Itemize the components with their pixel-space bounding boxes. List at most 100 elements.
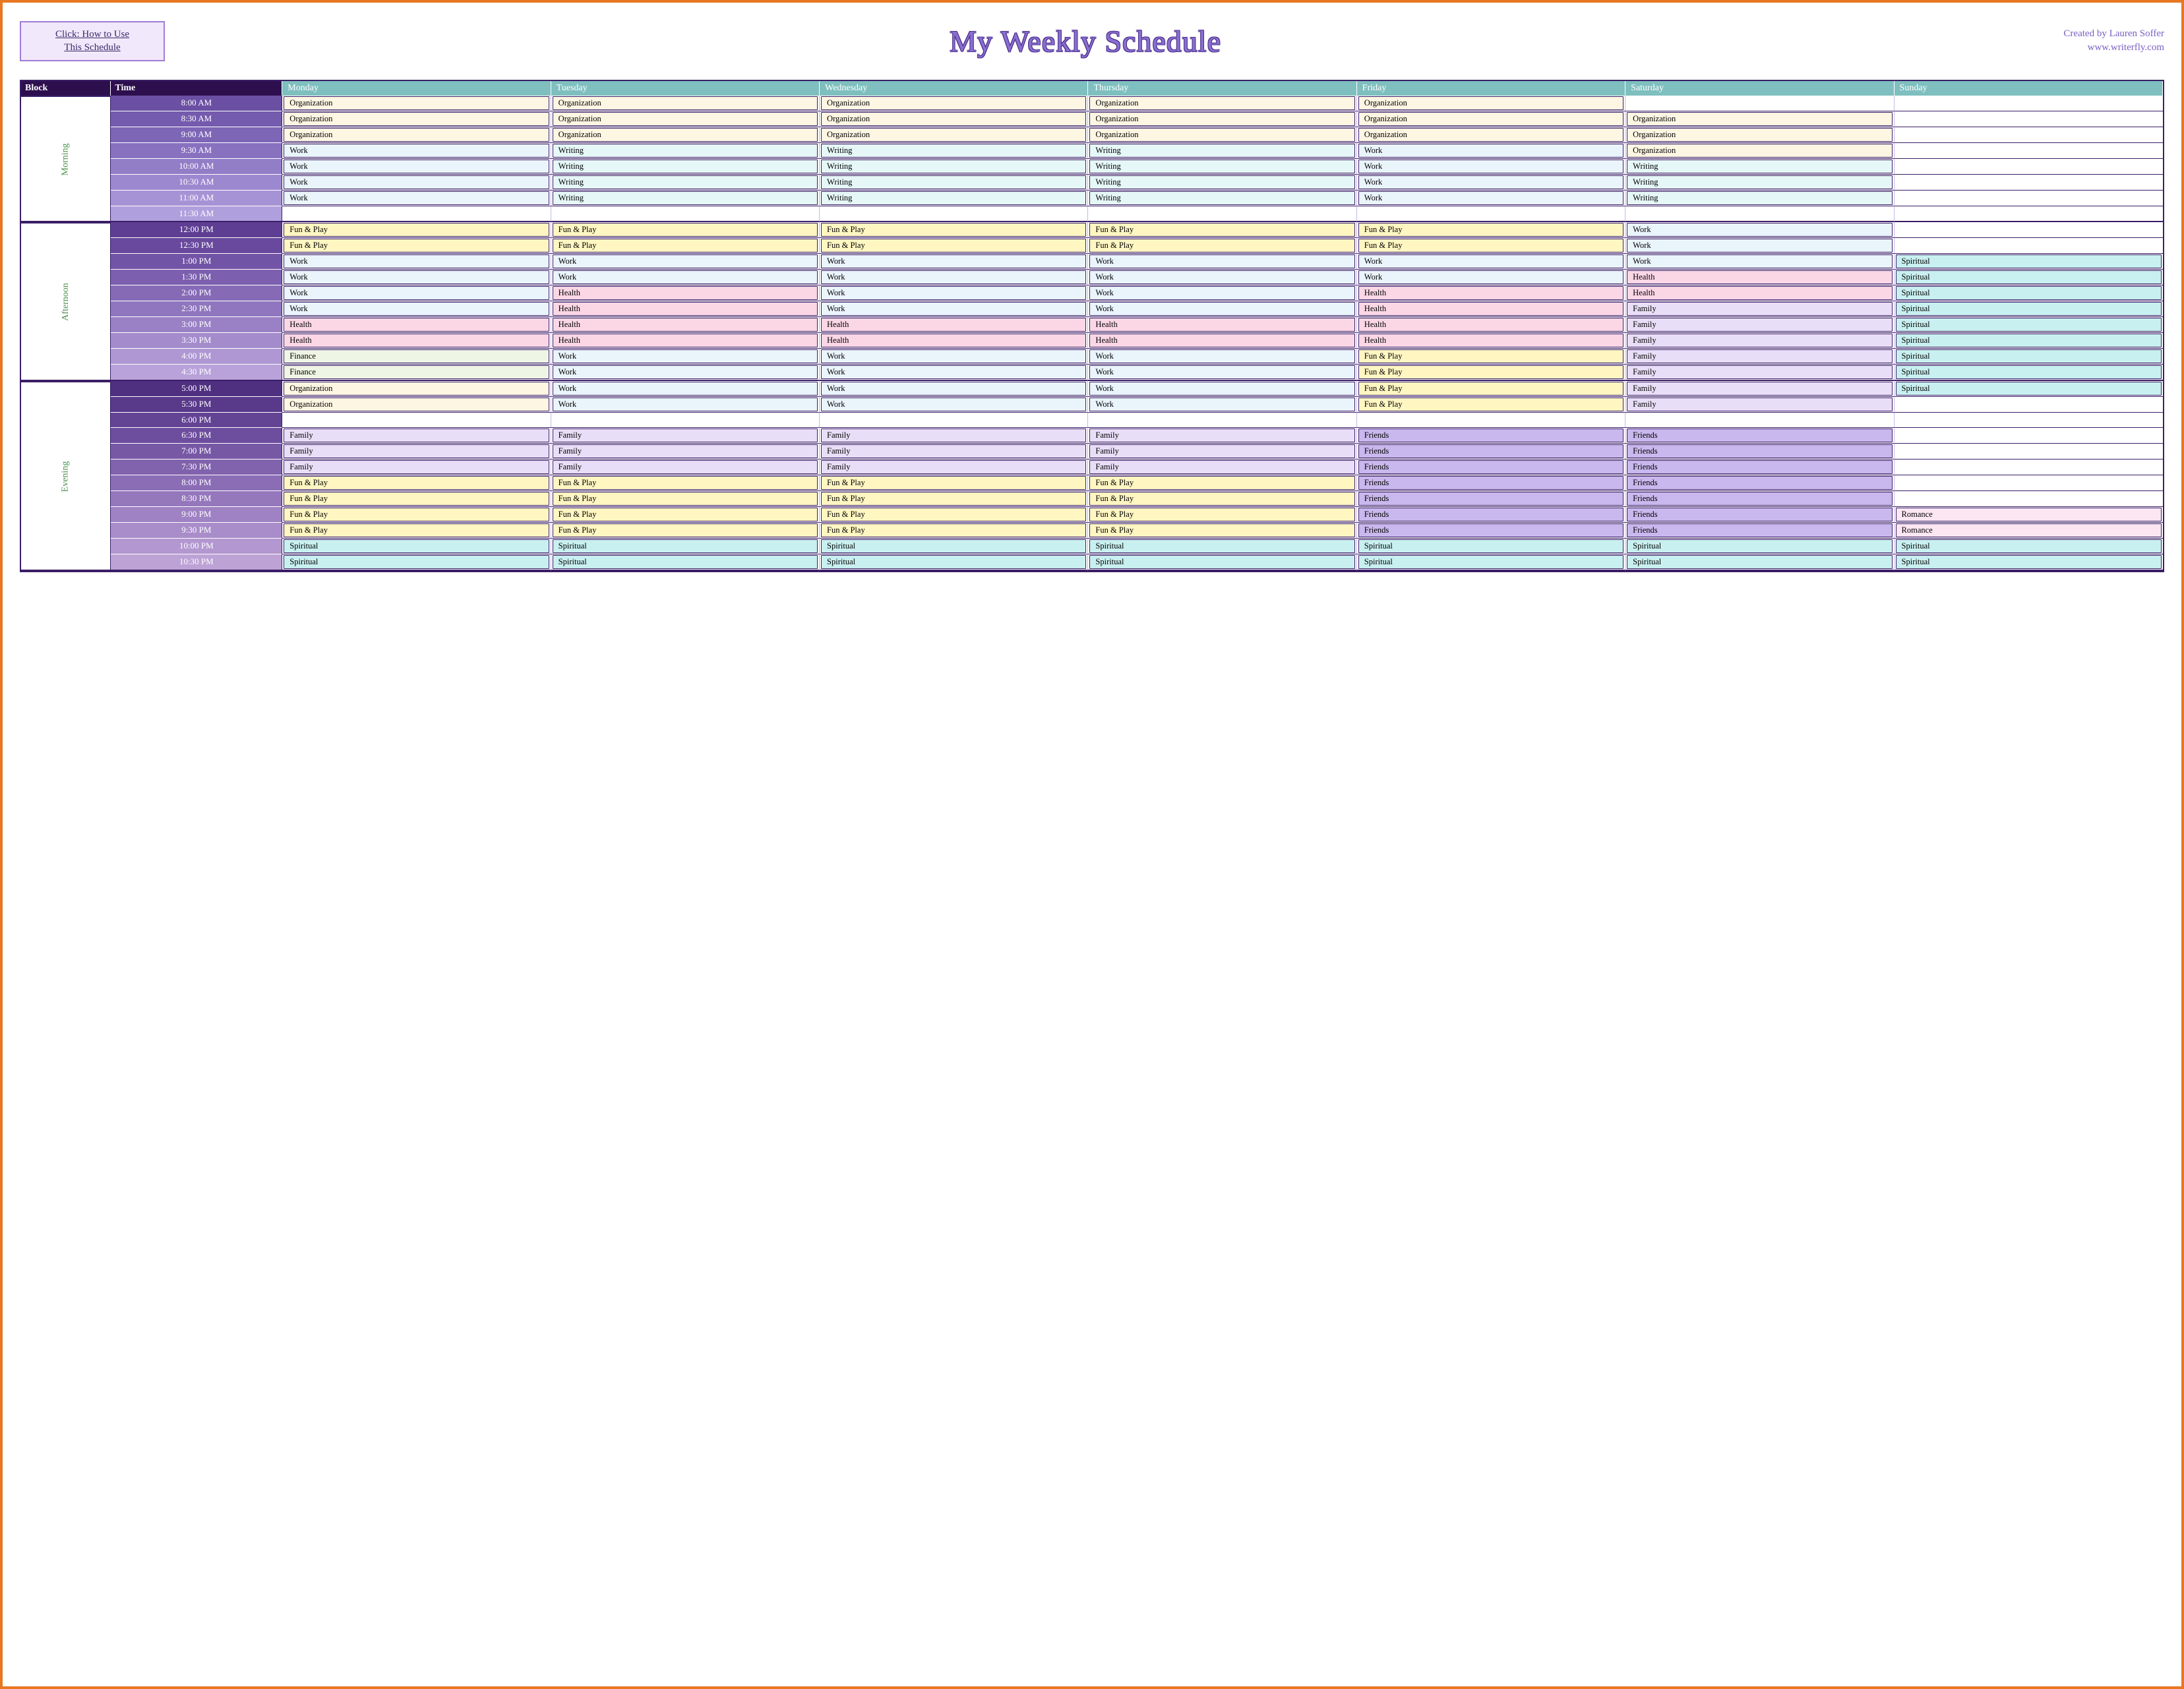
schedule-cell[interactable]: Family xyxy=(282,459,551,475)
schedule-cell[interactable]: Friends xyxy=(1357,523,1625,539)
schedule-cell[interactable]: Fun & Play xyxy=(1357,349,1625,365)
schedule-cell[interactable]: Work xyxy=(282,301,551,317)
schedule-cell[interactable]: Friends xyxy=(1625,507,1894,523)
schedule-cell[interactable] xyxy=(282,413,551,428)
schedule-cell[interactable]: Work xyxy=(1357,159,1625,175)
schedule-cell[interactable]: Spiritual xyxy=(1088,539,1356,554)
schedule-cell[interactable] xyxy=(1895,143,2163,159)
schedule-cell[interactable]: Family xyxy=(1625,333,1894,349)
schedule-cell[interactable]: Spiritual xyxy=(1895,333,2163,349)
schedule-cell[interactable]: Organization xyxy=(1625,127,1894,143)
schedule-cell[interactable] xyxy=(1895,428,2163,444)
schedule-cell[interactable]: Friends xyxy=(1625,475,1894,491)
schedule-cell[interactable]: Work xyxy=(282,159,551,175)
schedule-cell[interactable]: Spiritual xyxy=(1088,554,1356,571)
schedule-cell[interactable]: Work xyxy=(551,365,820,381)
schedule-cell[interactable] xyxy=(1895,191,2163,206)
schedule-cell[interactable]: Family xyxy=(820,444,1088,459)
schedule-cell[interactable]: Work xyxy=(1088,397,1356,413)
schedule-cell[interactable]: Family xyxy=(820,428,1088,444)
schedule-cell[interactable]: Work xyxy=(820,254,1088,270)
schedule-cell[interactable]: Organization xyxy=(282,96,551,111)
schedule-cell[interactable]: Spiritual xyxy=(1895,254,2163,270)
schedule-cell[interactable] xyxy=(1895,238,2163,254)
schedule-cell[interactable]: Work xyxy=(1625,254,1894,270)
schedule-cell[interactable]: Work xyxy=(282,143,551,159)
schedule-cell[interactable]: Organization xyxy=(1088,111,1356,127)
schedule-cell[interactable]: Writing xyxy=(820,143,1088,159)
schedule-cell[interactable]: Work xyxy=(820,365,1088,381)
schedule-cell[interactable]: Fun & Play xyxy=(551,507,820,523)
schedule-cell[interactable]: Family xyxy=(820,459,1088,475)
schedule-cell[interactable]: Work xyxy=(1357,191,1625,206)
schedule-cell[interactable]: Writing xyxy=(551,191,820,206)
schedule-cell[interactable]: Work xyxy=(551,349,820,365)
schedule-cell[interactable]: Fun & Play xyxy=(1357,365,1625,381)
schedule-cell[interactable]: Writing xyxy=(1088,191,1356,206)
howto-link[interactable]: Click: How to Use This Schedule xyxy=(20,21,165,61)
schedule-cell[interactable]: Work xyxy=(1357,175,1625,191)
schedule-cell[interactable]: Work xyxy=(1625,222,1894,238)
schedule-cell[interactable]: Spiritual xyxy=(1357,539,1625,554)
schedule-cell[interactable]: Fun & Play xyxy=(1357,397,1625,413)
schedule-cell[interactable]: Health xyxy=(1357,285,1625,301)
schedule-cell[interactable]: Health xyxy=(282,317,551,333)
schedule-cell[interactable]: Fun & Play xyxy=(551,523,820,539)
schedule-cell[interactable] xyxy=(1895,206,2163,222)
schedule-cell[interactable] xyxy=(820,413,1088,428)
schedule-cell[interactable]: Fun & Play xyxy=(820,475,1088,491)
schedule-cell[interactable]: Writing xyxy=(551,159,820,175)
schedule-cell[interactable] xyxy=(1895,413,2163,428)
schedule-cell[interactable]: Organization xyxy=(551,127,820,143)
schedule-cell[interactable]: Health xyxy=(551,333,820,349)
schedule-cell[interactable]: Health xyxy=(1357,301,1625,317)
schedule-cell[interactable]: Work xyxy=(1357,270,1625,285)
schedule-cell[interactable]: Spiritual xyxy=(1357,554,1625,571)
schedule-cell[interactable] xyxy=(1895,127,2163,143)
schedule-cell[interactable]: Organization xyxy=(1088,96,1356,111)
schedule-cell[interactable] xyxy=(1625,413,1894,428)
schedule-cell[interactable]: Friends xyxy=(1357,428,1625,444)
schedule-cell[interactable]: Fun & Play xyxy=(1088,491,1356,507)
schedule-cell[interactable]: Health xyxy=(1357,317,1625,333)
schedule-cell[interactable]: Friends xyxy=(1625,444,1894,459)
schedule-cell[interactable]: Writing xyxy=(1625,175,1894,191)
schedule-cell[interactable]: Organization xyxy=(1357,111,1625,127)
schedule-cell[interactable]: Work xyxy=(1088,285,1356,301)
schedule-cell[interactable]: Spiritual xyxy=(820,539,1088,554)
schedule-cell[interactable]: Spiritual xyxy=(1895,381,2163,397)
schedule-cell[interactable]: Spiritual xyxy=(1895,365,2163,381)
schedule-cell[interactable]: Work xyxy=(1357,254,1625,270)
schedule-cell[interactable]: Fun & Play xyxy=(820,491,1088,507)
schedule-cell[interactable]: Writing xyxy=(1088,143,1356,159)
schedule-cell[interactable] xyxy=(1088,413,1356,428)
schedule-cell[interactable] xyxy=(1895,159,2163,175)
schedule-cell[interactable]: Health xyxy=(551,301,820,317)
schedule-cell[interactable]: Organization xyxy=(1357,127,1625,143)
schedule-cell[interactable] xyxy=(1895,491,2163,507)
schedule-cell[interactable]: Fun & Play xyxy=(1357,222,1625,238)
schedule-cell[interactable]: Fun & Play xyxy=(551,475,820,491)
schedule-cell[interactable]: Spiritual xyxy=(820,554,1088,571)
schedule-cell[interactable]: Fun & Play xyxy=(282,523,551,539)
schedule-cell[interactable]: Spiritual xyxy=(1895,317,2163,333)
schedule-cell[interactable]: Friends xyxy=(1625,491,1894,507)
schedule-cell[interactable] xyxy=(820,206,1088,222)
schedule-cell[interactable]: Health xyxy=(820,333,1088,349)
schedule-cell[interactable]: Friends xyxy=(1625,459,1894,475)
schedule-cell[interactable]: Spiritual xyxy=(551,539,820,554)
schedule-cell[interactable]: Friends xyxy=(1357,475,1625,491)
schedule-cell[interactable]: Work xyxy=(282,270,551,285)
schedule-cell[interactable]: Work xyxy=(1088,349,1356,365)
schedule-cell[interactable]: Fun & Play xyxy=(820,222,1088,238)
schedule-cell[interactable]: Organization xyxy=(820,111,1088,127)
schedule-cell[interactable]: Organization xyxy=(551,111,820,127)
schedule-cell[interactable]: Work xyxy=(1088,301,1356,317)
schedule-cell[interactable]: Fun & Play xyxy=(820,523,1088,539)
schedule-cell[interactable]: Organization xyxy=(820,127,1088,143)
schedule-cell[interactable]: Spiritual xyxy=(282,539,551,554)
schedule-cell[interactable] xyxy=(1895,459,2163,475)
schedule-cell[interactable]: Spiritual xyxy=(1895,539,2163,554)
schedule-cell[interactable]: Organization xyxy=(282,397,551,413)
schedule-cell[interactable]: Writing xyxy=(820,175,1088,191)
